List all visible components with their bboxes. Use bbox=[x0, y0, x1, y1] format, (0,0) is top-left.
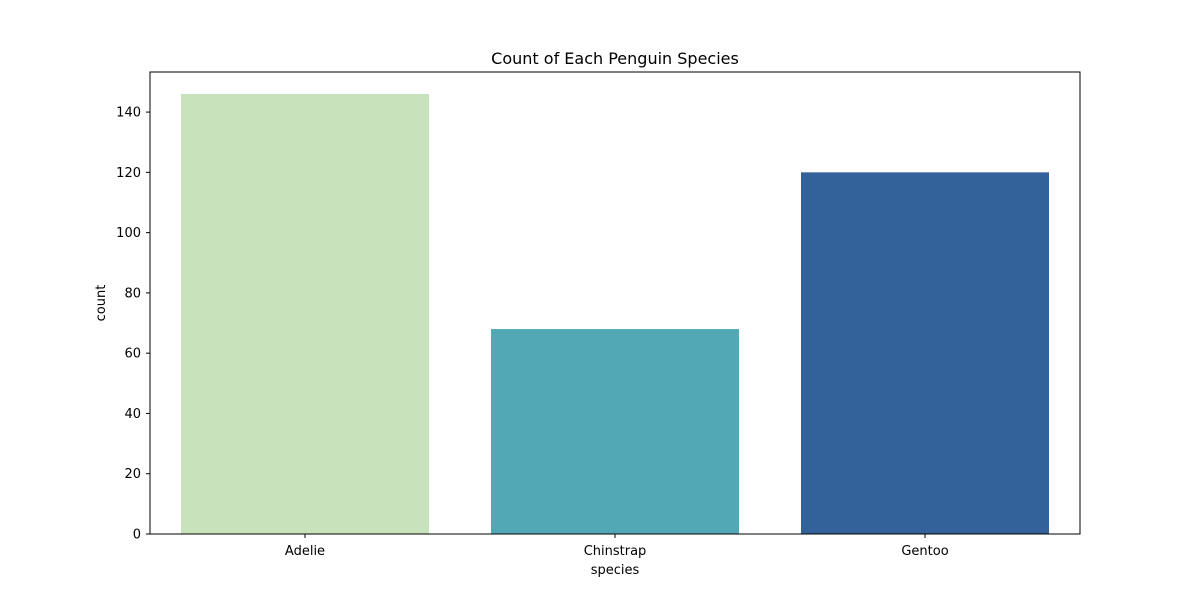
chart-title: Count of Each Penguin Species bbox=[491, 49, 739, 68]
y-tick-label: 60 bbox=[124, 347, 141, 362]
bar-chinstrap bbox=[491, 329, 739, 534]
x-axis-ticks: Adelie Chinstrap Gentoo bbox=[285, 534, 949, 559]
x-axis-label: species bbox=[591, 563, 640, 578]
y-axis-label: count bbox=[94, 285, 109, 322]
bars-group bbox=[181, 94, 1049, 534]
bar-gentoo bbox=[801, 172, 1049, 534]
x-tick-label: Gentoo bbox=[901, 544, 948, 559]
bar-adelie bbox=[181, 94, 429, 534]
x-tick-label: Adelie bbox=[285, 544, 325, 559]
y-tick-label: 120 bbox=[116, 166, 141, 181]
y-axis-ticks: 0 20 40 60 80 100 120 140 bbox=[116, 106, 150, 543]
y-tick-label: 40 bbox=[124, 407, 141, 422]
y-tick-label: 80 bbox=[124, 286, 141, 301]
y-tick-label: 100 bbox=[116, 226, 141, 241]
y-tick-label: 140 bbox=[116, 106, 141, 121]
y-tick-label: 0 bbox=[133, 528, 141, 543]
y-tick-label: 20 bbox=[124, 467, 141, 482]
x-tick-label: Chinstrap bbox=[584, 544, 647, 559]
